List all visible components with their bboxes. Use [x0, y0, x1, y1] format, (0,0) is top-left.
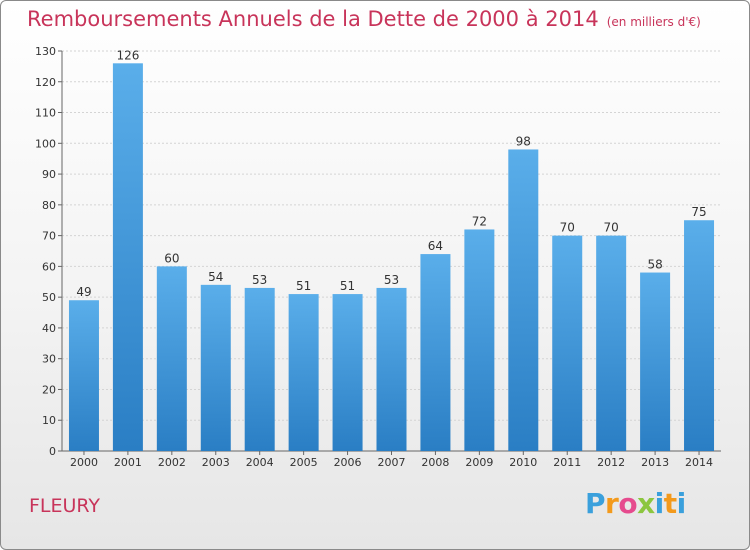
bar-2000[interactable] — [68, 300, 99, 451]
bar-value-label: 51 — [340, 279, 355, 293]
bar-value-label: 60 — [164, 251, 179, 265]
chart-title: Remboursements Annuels de la Dette de 20… — [27, 7, 701, 31]
y-tick-label: 60 — [42, 260, 56, 273]
x-tick-label: 2003 — [202, 456, 230, 469]
bar-value-label: 70 — [604, 221, 619, 235]
bar-2012[interactable] — [596, 235, 627, 451]
bar-2014[interactable] — [684, 220, 715, 451]
x-tick-label: 2005 — [290, 456, 318, 469]
y-tick-label: 40 — [42, 322, 56, 335]
y-tick-label: 70 — [42, 230, 56, 243]
bar-value-label: 72 — [472, 214, 487, 228]
labels: 49 2000 126 2001 60 2002 54 2003 53 2004 51 2005 51 2… — [70, 48, 713, 469]
y-tick-label: 30 — [42, 353, 56, 366]
bar-value-label: 64 — [428, 239, 443, 253]
bar-2008[interactable] — [420, 254, 451, 451]
logo-letter: i — [676, 487, 687, 520]
y-tick-label: 120 — [35, 76, 56, 89]
logo-letter: i — [654, 487, 665, 520]
x-tick-label: 2000 — [70, 456, 98, 469]
bar-value-label: 70 — [560, 221, 575, 235]
y-tick-label: 80 — [42, 199, 56, 212]
bar-value-label: 53 — [252, 273, 267, 287]
bar-value-label: 98 — [516, 134, 531, 148]
bar-2003[interactable] — [200, 284, 231, 451]
x-tick-label: 2011 — [553, 456, 581, 469]
bar-2005[interactable] — [288, 294, 319, 451]
x-tick-label: 2006 — [334, 456, 362, 469]
x-tick-label: 2009 — [465, 456, 493, 469]
city-name: FLEURY — [29, 495, 101, 517]
bar-2001[interactable] — [112, 63, 143, 452]
x-tick-label: 2013 — [641, 456, 669, 469]
x-tick-label: 2001 — [114, 456, 142, 469]
y-tick-label: 100 — [35, 137, 56, 150]
bar-2004[interactable] — [244, 287, 275, 451]
bar-value-label: 126 — [116, 48, 139, 62]
x-tick-label: 2002 — [158, 456, 186, 469]
bar-value-label: 54 — [208, 270, 223, 284]
x-tick-label: 2014 — [685, 456, 713, 469]
bar-value-label: 51 — [296, 279, 311, 293]
x-tick-label: 2004 — [246, 456, 274, 469]
x-tick-label: 2007 — [378, 456, 406, 469]
bars — [68, 63, 715, 452]
bar-value-label: 53 — [384, 273, 399, 287]
logo-letter: r — [605, 487, 619, 520]
y-tick-label: 0 — [49, 445, 56, 458]
logo-letter: x — [637, 487, 655, 520]
x-tick-label: 2010 — [509, 456, 537, 469]
x-tick-label: 2008 — [421, 456, 449, 469]
bar-2013[interactable] — [640, 272, 671, 451]
bar-value-label: 58 — [647, 258, 662, 272]
y-tick-label: 50 — [42, 291, 56, 304]
y-tick-label: 20 — [42, 383, 56, 396]
bar-2006[interactable] — [332, 294, 363, 451]
y-tick-label: 10 — [42, 414, 56, 427]
proxiti-logo[interactable]: Proxiti — [585, 487, 686, 520]
y-tick-label: 110 — [35, 107, 56, 120]
bar-value-label: 75 — [691, 205, 706, 219]
bar-2002[interactable] — [156, 266, 187, 451]
y-tick-label: 130 — [35, 45, 56, 58]
x-tick-label: 2012 — [597, 456, 625, 469]
chart-title-text: Remboursements Annuels de la Dette de 20… — [27, 7, 599, 31]
logo-letter: o — [618, 487, 638, 520]
bar-2010[interactable] — [508, 149, 539, 451]
y-tick-label: 90 — [42, 168, 56, 181]
bar-2007[interactable] — [376, 287, 407, 451]
bar-2011[interactable] — [552, 235, 583, 451]
bar-2009[interactable] — [464, 229, 495, 451]
logo-letter: t — [663, 487, 677, 520]
bar-value-label: 49 — [76, 285, 91, 299]
chart-unit: (en milliers d'€) — [606, 15, 701, 29]
logo-letter: P — [585, 487, 606, 520]
